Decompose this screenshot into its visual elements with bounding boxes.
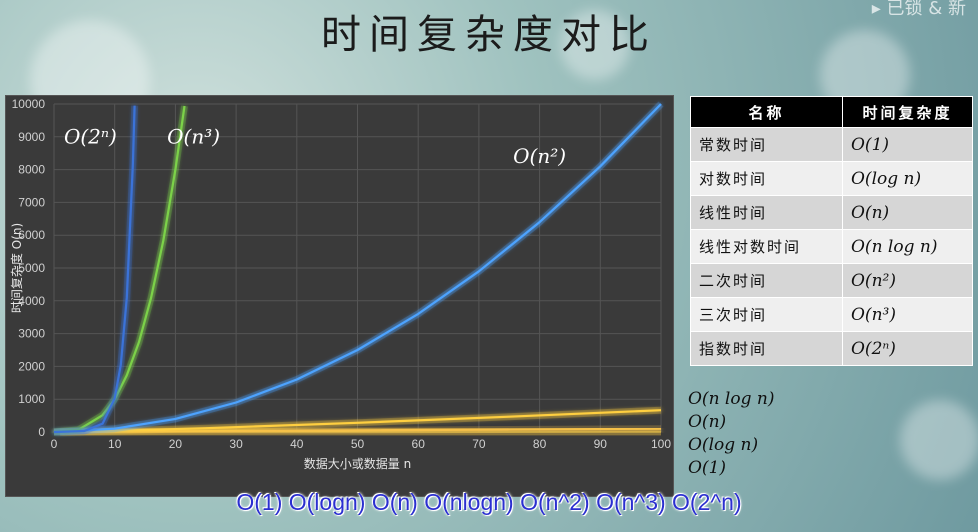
legend-item: O(1): [688, 458, 727, 478]
row-name: 线性时间: [690, 195, 843, 230]
x-tick-label: 0: [51, 437, 58, 451]
x-tick-label: 90: [594, 437, 608, 451]
header-name: 名称: [690, 96, 843, 128]
x-tick-label: 80: [533, 437, 547, 451]
y-tick-label: 3000: [18, 327, 45, 341]
x-tick-label: 100: [651, 437, 671, 451]
y-tick-label: 6000: [18, 228, 45, 242]
series-annotation: O(n²): [513, 144, 566, 168]
y-tick-label: 2000: [18, 359, 45, 373]
x-tick-label: 50: [351, 437, 365, 451]
y-tick-label: 4000: [18, 294, 45, 308]
x-tick-label: 60: [412, 437, 426, 451]
table-row: 线性对数时间 O(n log n): [690, 229, 973, 264]
row-complexity: O(1): [842, 127, 973, 162]
legend-stack: O(n log n) O(n) O(log n) O(1): [688, 388, 774, 480]
bokeh-decoration: [560, 10, 630, 80]
series-layer: [53, 101, 664, 436]
x-tick-label: 20: [169, 437, 183, 451]
y-tick-label: 1000: [18, 392, 45, 406]
y-tick-label: 10000: [12, 97, 46, 111]
page-title: 时间复杂度对比: [321, 12, 657, 58]
y-tick-label: 8000: [18, 163, 45, 177]
legend-item: O(n): [688, 412, 727, 432]
row-complexity: O(2ⁿ): [842, 331, 973, 366]
row-complexity: O(log n): [842, 161, 973, 196]
row-complexity: O(n²): [842, 263, 973, 298]
x-tick-label: 70: [472, 437, 486, 451]
table-header-row: 名称 时间复杂度: [690, 96, 973, 128]
complexity-line-chart: 0100020003000400050006000700080009000100…: [9, 97, 672, 471]
y-tick-label: 0: [38, 425, 45, 439]
table-row: 指数时间 O(2ⁿ): [690, 331, 973, 366]
series-line: [53, 105, 136, 434]
x-axis-title: 数据大小或数据量 n: [304, 456, 411, 471]
table-row: 常数时间 O(1): [690, 127, 973, 162]
series-line: [53, 427, 662, 434]
x-tick-label: 30: [229, 437, 243, 451]
header-complexity: 时间复杂度: [842, 96, 973, 128]
row-complexity: O(n): [842, 195, 973, 230]
series-line: [60, 409, 662, 434]
row-name: 常数时间: [690, 127, 843, 162]
series-annotation: O(n³): [167, 124, 220, 148]
grid-layer: [53, 103, 662, 433]
row-complexity: O(n³): [842, 297, 973, 332]
series-line: [53, 105, 186, 434]
row-name: 对数时间: [690, 161, 843, 196]
y-tick-label: 9000: [18, 130, 45, 144]
table-row: 二次时间 O(n²): [690, 263, 973, 298]
row-complexity: O(n log n): [842, 229, 973, 264]
annotation-layer: O(2ⁿ) O(n³) O(n²): [64, 124, 566, 168]
legend-item: O(log n): [688, 435, 759, 455]
x-tick-label: 40: [290, 437, 304, 451]
x-tick-label: 10: [108, 437, 122, 451]
row-name: 线性对数时间: [690, 229, 843, 264]
table-row: 对数时间 O(log n): [690, 161, 973, 196]
legend-item: O(n log n): [688, 389, 775, 409]
y-tick-label: 5000: [18, 261, 45, 275]
bokeh-decoration: [900, 400, 978, 480]
bottom-caption: O(1) O(logn) O(n) O(nlogn) O(n^2) O(n^3)…: [236, 489, 742, 515]
chart-panel: 0 1000 2000 3000 4000 5000 6000 7000 8000 9000 100…: [5, 95, 674, 497]
table-row: 线性时间 O(n): [690, 195, 973, 230]
y-tick-label: 7000: [18, 195, 45, 209]
row-name: 三次时间: [690, 297, 843, 332]
series-annotation: O(2ⁿ): [64, 124, 117, 148]
series-line: [53, 103, 662, 434]
corner-watermark: ▸ 已锁 & 新: [871, 0, 966, 19]
row-name: 指数时间: [690, 331, 843, 366]
tick-layer: 0100020003000400050006000700080009000100…: [12, 97, 672, 451]
row-name: 二次时间: [690, 263, 843, 298]
table-row: 三次时间 O(n³): [690, 297, 973, 332]
y-axis-title: 时间复杂度 O(n): [9, 223, 24, 313]
complexity-table: 名称 时间复杂度 常数时间 O(1) 对数时间 O(log n) 线性时间 O(…: [690, 96, 973, 366]
